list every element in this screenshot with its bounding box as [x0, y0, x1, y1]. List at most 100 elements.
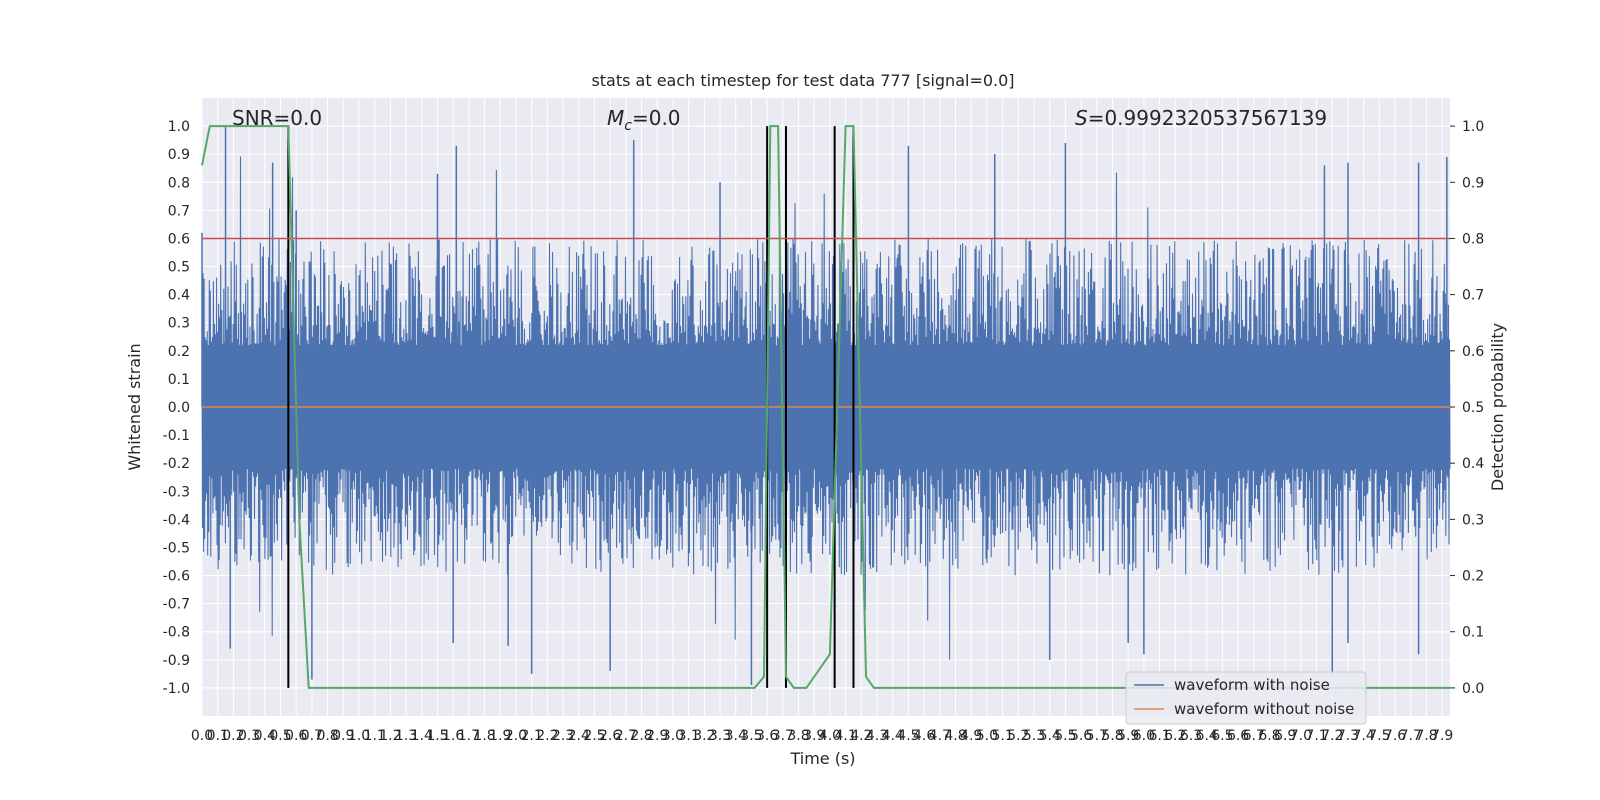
x-tick-label: 3.9 [803, 728, 825, 744]
y-tick-label-right: 0.2 [1462, 569, 1484, 585]
x-tick-label: 3.1 [678, 728, 700, 744]
x-tick-label: 5.3 [1023, 728, 1045, 744]
x-tick-label: 6.5 [1211, 728, 1233, 744]
y-tick-label-left: -0.8 [163, 625, 190, 641]
x-tick-label: 7.6 [1384, 728, 1406, 744]
x-tick-label: 3.4 [725, 728, 747, 744]
y-tick-label-left: -0.4 [163, 512, 190, 528]
y-axis-label-left: Whitened strain [125, 343, 144, 470]
y-tick-label-right: 0.1 [1462, 625, 1484, 641]
y-tick-label-left: 0.2 [168, 344, 190, 360]
x-tick-label: 2.7 [615, 728, 637, 744]
y-tick-label-left: 0.9 [168, 147, 190, 163]
y-tick-label-left: 0.0 [168, 400, 190, 416]
x-tick-label: 1.7 [458, 728, 480, 744]
x-tick-label: 7.5 [1368, 728, 1390, 744]
x-tick-label: 2.6 [599, 728, 621, 744]
x-tick-label: 7.4 [1353, 728, 1375, 744]
x-tick-label: 0.3 [238, 728, 260, 744]
detection-probability-line [201, 125, 1450, 689]
y-tick-label-left: 0.7 [168, 203, 190, 219]
x-tick-label: 5.6 [1070, 728, 1092, 744]
x-tick-label: 6.3 [1180, 728, 1202, 744]
x-tick-label: 5.1 [991, 728, 1013, 744]
s-value: =0.9992320537567139 [1088, 106, 1327, 130]
y-tick-label-left: -0.7 [163, 597, 190, 613]
y-tick-label-left: -0.6 [163, 569, 190, 585]
x-tick-label: 0.0 [191, 728, 213, 744]
y-tick-label-left: -0.2 [163, 456, 190, 472]
x-tick-labels: 0.00.10.20.30.40.50.60.70.80.91.01.11.21… [191, 728, 1453, 744]
x-tick-label: 0.1 [207, 728, 229, 744]
x-tick-label: 1.8 [473, 728, 495, 744]
x-tick-label: 5.5 [1054, 728, 1076, 744]
x-tick-label: 3.0 [662, 728, 684, 744]
x-tick-label: 6.0 [1133, 728, 1155, 744]
x-tick-label: 7.3 [1337, 728, 1359, 744]
x-tick-label: 7.0 [1290, 728, 1312, 744]
chart-title: stats at each timestep for test data 777… [591, 71, 1014, 90]
y-tick-label-right: 0.5 [1462, 400, 1484, 416]
y-tick-label-right: 0.0 [1462, 681, 1484, 697]
x-tick-label: 4.1 [834, 728, 856, 744]
x-tick-label: 7.8 [1415, 728, 1437, 744]
y-tick-label-left: 0.5 [168, 260, 190, 276]
mc-value: =0.0 [632, 106, 681, 130]
noise-waveform-path [201, 156, 1451, 660]
mc-symbol: M [607, 106, 624, 130]
x-tick-label: 2.2 [536, 728, 558, 744]
x-tick-label: 5.7 [1086, 728, 1108, 744]
x-tick-label: 6.4 [1196, 728, 1218, 744]
y-tick-label-right: 1.0 [1462, 119, 1484, 135]
x-tick-label: 2.9 [646, 728, 668, 744]
x-tick-label: 6.9 [1274, 728, 1296, 744]
y-tick-label-left: -0.1 [163, 428, 190, 444]
x-tick-label: 3.8 [787, 728, 809, 744]
x-tick-label: 0.5 [269, 728, 291, 744]
x-tick-label: 3.7 [772, 728, 794, 744]
x-tick-label: 1.2 [379, 728, 401, 744]
x-tick-label: 6.8 [1258, 728, 1280, 744]
x-tick-label: 5.4 [1039, 728, 1061, 744]
x-tick-label: 5.9 [1117, 728, 1139, 744]
x-tick-label: 2.8 [630, 728, 652, 744]
x-tick-label: 3.5 [740, 728, 762, 744]
series-waveform-with-noise [201, 126, 1451, 686]
y-tick-label-left: -0.5 [163, 540, 190, 556]
x-tick-label: 7.7 [1400, 728, 1422, 744]
legend-box [1125, 671, 1367, 725]
y-tick-label-right: 0.9 [1462, 175, 1484, 191]
x-tick-label: 6.7 [1243, 728, 1265, 744]
y-tick-label-left: 1.0 [168, 119, 190, 135]
x-tick-label: 7.9 [1431, 728, 1453, 744]
y-tick-label-left: 0.4 [168, 288, 190, 304]
x-tick-label: 2.5 [583, 728, 605, 744]
x-tick-label: 4.0 [819, 728, 841, 744]
x-tick-label: 1.9 [489, 728, 511, 744]
mc-subscript: c [624, 118, 632, 134]
x-tick-label: 2.1 [521, 728, 543, 744]
s-annotation: S=0.9992320537567139 [1075, 106, 1327, 130]
y-tick-label-left: -0.9 [163, 653, 190, 669]
x-tick-label: 5.8 [1101, 728, 1123, 744]
x-tick-label: 6.6 [1227, 728, 1249, 744]
y-tick-label-right: 0.4 [1462, 456, 1484, 472]
mc-annotation: Mc=0.0 [607, 106, 681, 134]
x-tick-label: 4.7 [929, 728, 951, 744]
series-detection-probability [201, 125, 1450, 689]
x-tick-label: 2.3 [552, 728, 574, 744]
x-tick-label: 1.4 [411, 728, 433, 744]
x-axis-label: Time (s) [789, 749, 855, 768]
x-tick-label: 3.3 [709, 728, 731, 744]
y-tick-label-left: 0.6 [168, 231, 190, 247]
x-tick-label: 5.0 [976, 728, 998, 744]
x-tick-label: 4.6 [913, 728, 935, 744]
x-tick-label: 0.7 [301, 728, 323, 744]
x-tick-label: 1.1 [364, 728, 386, 744]
x-tick-label: 0.6 [285, 728, 307, 744]
x-tick-label: 2.0 [505, 728, 527, 744]
x-tick-label: 4.8 [944, 728, 966, 744]
x-tick-label: 3.2 [693, 728, 715, 744]
x-tick-label: 5.2 [1007, 728, 1029, 744]
